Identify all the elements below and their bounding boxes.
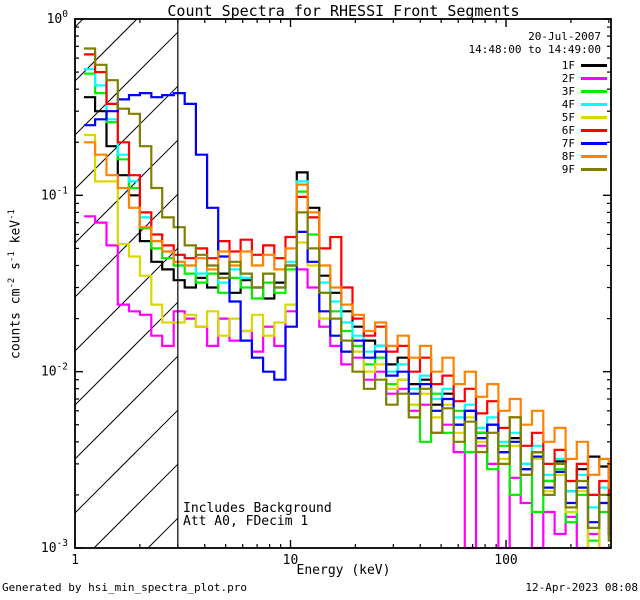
spectrum-curve-6f: [83, 53, 611, 514]
hatch-line: [74, 85, 179, 190]
legend-color-swatch: [581, 64, 607, 67]
hatch-line: [74, 31, 179, 136]
legend-label: 7F: [561, 137, 575, 150]
hatch-line: [74, 193, 179, 298]
legend-label: 4F: [561, 98, 575, 111]
generation-timestamp: 12-Apr-2023 08:08: [525, 581, 638, 594]
legend-label: 9F: [561, 163, 575, 176]
x-tick-label: 10: [283, 553, 299, 568]
legend-color-swatch: [581, 129, 607, 132]
hatch-line: [74, 18, 84, 28]
spectrum-curve-9f: [83, 47, 611, 542]
hatch-line: [93, 463, 179, 549]
plot-frame: [74, 18, 612, 549]
hatch-line: [74, 247, 179, 352]
hatch-line: [74, 18, 138, 82]
x-axis-label: Energy (keV): [296, 563, 391, 578]
legend: 1F 2F 3F 4F 5F 6F 7F 8F 9F: [562, 59, 607, 176]
legend-color-swatch: [581, 168, 607, 171]
legend-label: 3F: [561, 85, 575, 98]
legend-color-swatch: [581, 77, 607, 80]
annotation-includes-background: Includes Background: [183, 501, 332, 516]
legend-item-3f: 3F: [562, 85, 607, 98]
spectrum-curve-4f: [83, 68, 611, 518]
observation-date: 20-Jul-2007: [528, 30, 601, 43]
hatch-line: [74, 301, 179, 406]
legend-item-2f: 2F: [562, 72, 607, 85]
legend-item-4f: 4F: [562, 98, 607, 111]
legend-color-swatch: [581, 116, 607, 119]
legend-item-7f: 7F: [562, 137, 607, 150]
x-tick-label: 1: [71, 553, 79, 568]
y-tick-label: 100: [47, 9, 69, 27]
observation-time-range: 14:48:00 to 14:49:00: [468, 43, 601, 56]
legend-item-8f: 8F: [562, 150, 607, 163]
page-title: Count Spectra for RHESSI Front Segments: [167, 2, 520, 20]
legend-label: 2F: [561, 72, 575, 85]
hatch-line: [74, 409, 179, 514]
legend-color-swatch: [581, 142, 607, 145]
legend-label: 8F: [561, 150, 575, 163]
hatch-line: [74, 355, 179, 460]
legend-item-1f: 1F: [562, 59, 607, 72]
y-tick-label: 10-2: [41, 362, 68, 380]
hatch-line: [147, 517, 179, 549]
legend-item-6f: 6F: [562, 124, 607, 137]
legend-color-swatch: [581, 155, 607, 158]
y-tick-label: 10-1: [41, 185, 68, 203]
legend-label: 5F: [561, 111, 575, 124]
annotation-attenuator-state: Att A0, FDecim 1: [183, 514, 309, 529]
legend-label: 1F: [561, 59, 575, 72]
legend-color-swatch: [581, 103, 607, 106]
legend-header: 20-Jul-2007 14:48:00 to 14:49:00: [469, 30, 601, 56]
y-axis-label: counts cm-2 s-1 keV-1: [7, 209, 24, 359]
generated-by-text: Generated by hsi_min_spectra_plot.pro: [2, 581, 248, 594]
spectrum-curve-8f: [83, 141, 611, 489]
hatch-line: [74, 139, 179, 244]
x-tick-label: 100: [494, 553, 517, 568]
y-tick-label: 10-3: [41, 538, 68, 556]
legend-color-swatch: [581, 90, 607, 93]
legend-label: 6F: [561, 124, 575, 137]
legend-item-5f: 5F: [562, 111, 607, 124]
legend-item-9f: 9F: [562, 163, 607, 176]
